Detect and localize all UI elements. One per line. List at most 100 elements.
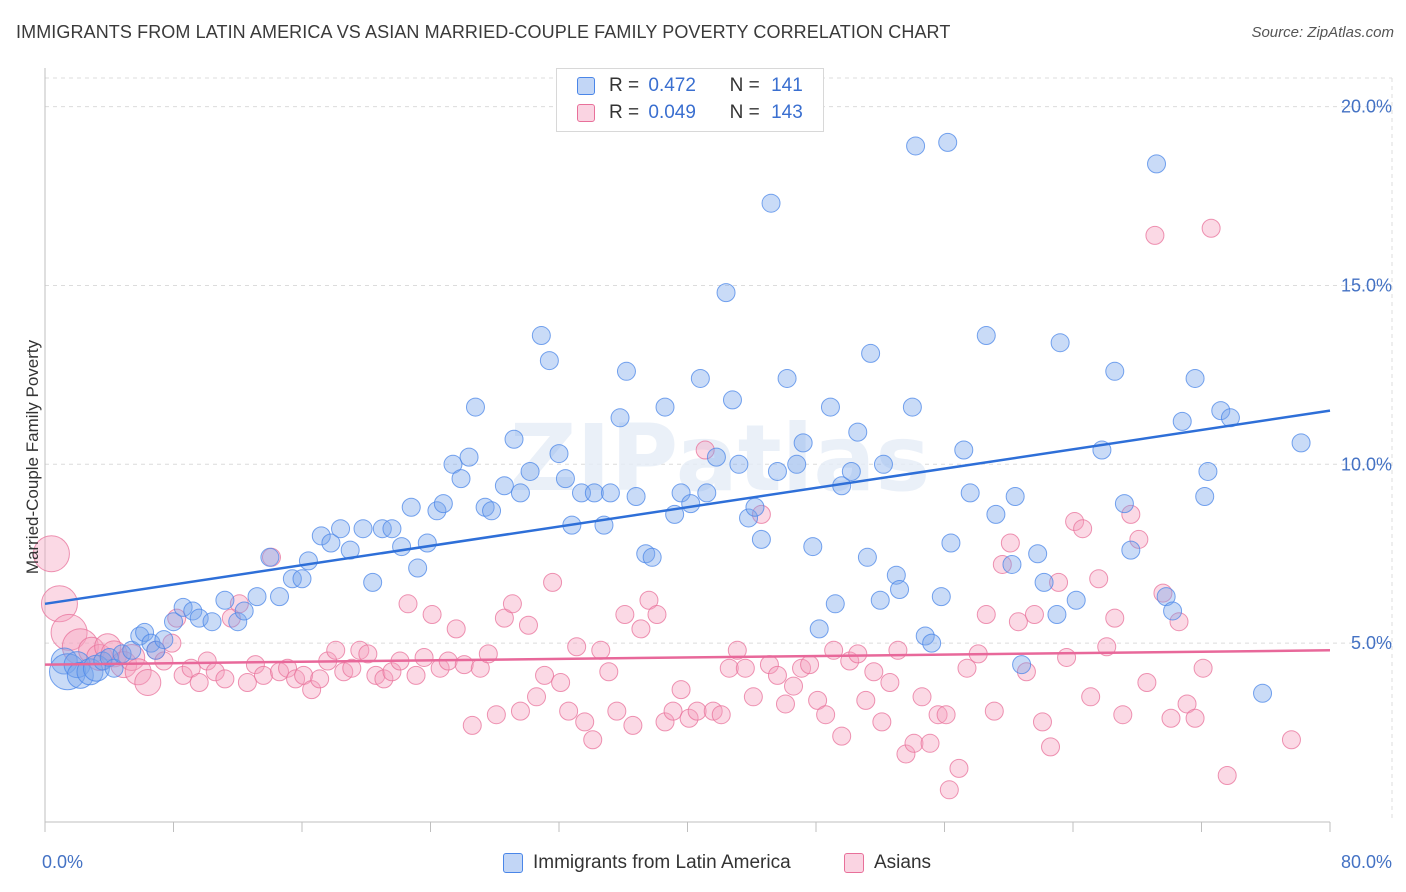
latin-america-point bbox=[671, 483, 691, 503]
latin-america-point bbox=[820, 397, 840, 417]
latin-america-point bbox=[417, 533, 437, 553]
asians-point bbox=[32, 535, 70, 573]
legend-swatch-blue bbox=[577, 76, 595, 95]
latin-america-point bbox=[539, 351, 559, 371]
latin-america-point bbox=[616, 361, 636, 381]
asians-point bbox=[912, 687, 932, 707]
legend-r-label: R = bbox=[609, 75, 640, 96]
asians-point bbox=[936, 705, 956, 725]
latin-america-point bbox=[873, 454, 893, 474]
asians-point bbox=[559, 701, 579, 721]
asians-point bbox=[1024, 605, 1044, 625]
asians-point bbox=[1129, 529, 1149, 549]
asians-point bbox=[615, 605, 635, 625]
latin-america-point bbox=[260, 547, 280, 567]
latin-america-point bbox=[610, 408, 630, 428]
asians-point bbox=[1177, 694, 1197, 714]
latin-america-trend-line bbox=[44, 409, 1331, 606]
latin-america-point bbox=[954, 440, 974, 460]
latin-america-point bbox=[841, 461, 861, 481]
asians-point bbox=[154, 651, 174, 671]
latin-america-point bbox=[135, 622, 155, 642]
asians-point bbox=[920, 733, 940, 753]
latin-america-point bbox=[1185, 368, 1205, 388]
asians-point bbox=[1113, 705, 1133, 725]
asians-point bbox=[928, 705, 948, 725]
y-tick-label: 5.0% bbox=[1351, 633, 1392, 653]
x-tick-label-min: 0.0% bbox=[42, 852, 83, 872]
axis-layer bbox=[44, 68, 1331, 832]
asians-point bbox=[976, 605, 996, 625]
latin-america-point bbox=[1172, 411, 1192, 431]
asians-point bbox=[583, 730, 603, 750]
asians-point bbox=[775, 694, 795, 714]
y-tick-label: 10.0% bbox=[1341, 454, 1392, 474]
latin-america-point bbox=[555, 469, 575, 489]
latin-america-point bbox=[745, 497, 765, 517]
latin-america-point bbox=[173, 597, 193, 617]
asians-point bbox=[1193, 658, 1213, 678]
legend-row-latin-america: R = 0.472 N = 141 bbox=[577, 75, 803, 99]
legend-label: Asians bbox=[874, 852, 932, 873]
asians-point bbox=[623, 715, 643, 735]
latin-america-point bbox=[331, 519, 351, 539]
latin-america-point bbox=[777, 368, 797, 388]
source-credit: Source: ZipAtlas.com bbox=[1251, 24, 1394, 41]
asians-point bbox=[1089, 569, 1109, 589]
asians-point bbox=[1105, 608, 1125, 628]
latin-america-point bbox=[1211, 401, 1231, 421]
latin-america-point bbox=[722, 390, 742, 410]
latin-america-point bbox=[363, 572, 383, 592]
latin-america-point bbox=[626, 487, 646, 506]
asians-point bbox=[607, 701, 627, 721]
latin-america-point bbox=[931, 587, 951, 607]
asians-point bbox=[992, 554, 1012, 574]
asians-point bbox=[215, 669, 235, 689]
asians-point bbox=[310, 669, 330, 689]
latin-america-point bbox=[482, 501, 502, 521]
asians-point bbox=[134, 669, 162, 696]
latin-america-point bbox=[1195, 487, 1215, 506]
latin-america-point bbox=[642, 547, 662, 567]
asians-point bbox=[278, 658, 298, 678]
latin-america-point bbox=[857, 547, 877, 567]
latin-america-point bbox=[890, 580, 910, 599]
asians-point bbox=[358, 644, 378, 664]
asians-point bbox=[1217, 766, 1237, 785]
x-tick-label-max: 80.0% bbox=[1341, 852, 1392, 872]
latin-america-point bbox=[706, 447, 726, 467]
asians-point bbox=[1121, 504, 1141, 524]
asians-point bbox=[880, 673, 900, 692]
asians-point bbox=[639, 590, 659, 610]
latin-america-point bbox=[215, 590, 235, 610]
asians-point bbox=[173, 665, 193, 685]
latin-america-point bbox=[915, 626, 935, 646]
asians-point bbox=[631, 619, 651, 639]
asians-point bbox=[1008, 612, 1028, 632]
latin-america-point bbox=[761, 193, 781, 213]
asians-trend-line bbox=[44, 649, 1331, 666]
asians-point bbox=[398, 594, 418, 614]
series-legend: Immigrants from Latin America Asians bbox=[0, 852, 1406, 878]
latin-america-point bbox=[202, 612, 222, 632]
asians-point bbox=[743, 687, 763, 707]
latin-america-point bbox=[697, 483, 717, 503]
latin-america-point bbox=[751, 529, 771, 549]
latin-america-point bbox=[427, 501, 447, 521]
latin-america-point bbox=[465, 397, 485, 417]
legend-item-latin-america[interactable]: Immigrants from Latin America bbox=[503, 852, 791, 874]
asians-point bbox=[679, 708, 699, 728]
asians-point bbox=[957, 658, 977, 678]
correlation-legend: R = 0.472 N = 141 R = 0.049 N = 143 bbox=[556, 68, 824, 132]
latin-america-point bbox=[825, 594, 845, 614]
asians-point bbox=[1137, 673, 1157, 692]
asians-point bbox=[502, 594, 522, 614]
latin-america-point bbox=[636, 544, 656, 564]
asians-point bbox=[1057, 647, 1077, 667]
legend-item-asians[interactable]: Asians bbox=[844, 852, 931, 874]
asians-point bbox=[342, 658, 362, 678]
latin-america-point bbox=[99, 647, 119, 667]
latin-america-point bbox=[906, 136, 926, 156]
latin-america-point bbox=[382, 519, 402, 539]
asians-point bbox=[494, 608, 514, 628]
